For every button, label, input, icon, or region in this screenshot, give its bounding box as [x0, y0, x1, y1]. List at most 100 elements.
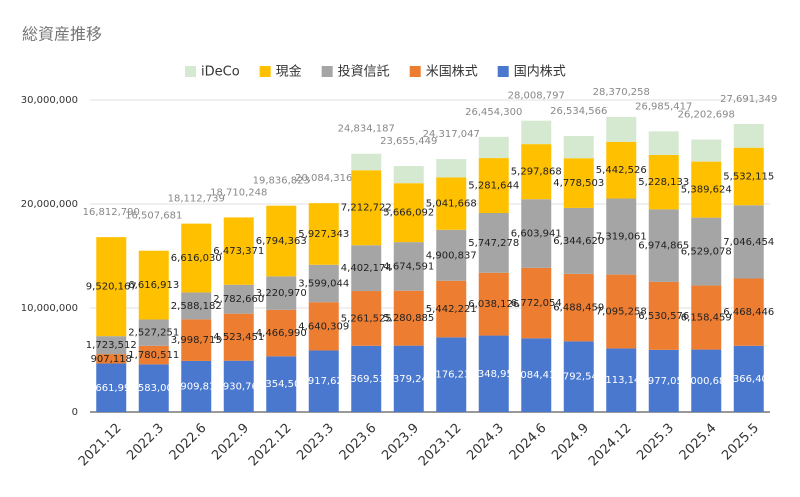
bar-segment [436, 229, 467, 281]
bar-segment [691, 349, 722, 412]
data-label: 6,974,865 [638, 241, 689, 252]
total-label: 18,710,248 [210, 187, 267, 198]
bar-segment [181, 360, 212, 412]
data-label: 6,158,459 [681, 313, 732, 324]
data-label: 4,583,000 [128, 383, 179, 394]
data-label: 5,261,525 [341, 313, 392, 324]
chart-title: 総資産推移 [22, 25, 102, 44]
legend-swatch [321, 66, 333, 77]
data-label: 6,344,620 [553, 236, 604, 247]
data-label: 2,782,660 [213, 294, 264, 305]
bar-segment [521, 120, 552, 145]
bar-segment [648, 155, 679, 210]
data-label: 4,909,810 [171, 381, 222, 392]
data-label: 9,520,167 [86, 282, 137, 293]
bar-segment [733, 278, 764, 346]
bar-segment [478, 213, 509, 273]
data-label: 4,466,990 [256, 328, 307, 339]
y-tick-label: 0 [72, 407, 78, 418]
data-label: 907,118 [91, 354, 132, 365]
data-label: 4,900,837 [426, 250, 477, 261]
bar-segment [223, 217, 254, 285]
bar-segment [138, 319, 169, 346]
total-label: 28,008,797 [508, 91, 565, 102]
bar-segment [393, 183, 424, 243]
total-label: 27,691,349 [720, 94, 777, 105]
bar-segment [563, 341, 594, 412]
data-label: 5,041,668 [426, 199, 477, 210]
bar-segment [96, 336, 127, 355]
bar-segment [436, 177, 467, 230]
bar-segment [393, 242, 424, 291]
total-label: 18,112,739 [168, 194, 225, 205]
bar-segment [308, 264, 339, 303]
y-tick-label: 20,000,000 [21, 199, 78, 210]
data-label: 5,228,133 [638, 177, 689, 188]
total-label: 28,370,258 [593, 87, 650, 98]
data-label: 6,468,446 [723, 307, 774, 318]
bar-segment [606, 274, 637, 349]
bar-segment [648, 131, 679, 156]
bar-segment [181, 319, 212, 361]
data-label: 1,780,511 [128, 350, 179, 361]
data-label: 5,297,868 [511, 167, 562, 178]
bar-segment [478, 335, 509, 412]
legend-label: 投資信託 [338, 64, 390, 80]
bar-segment [181, 292, 212, 320]
bar-segment [223, 284, 254, 314]
bar-segment [521, 199, 552, 268]
total-label: 26,534,566 [550, 106, 607, 117]
legend-label: 米国株式 [426, 65, 478, 80]
data-label: 5,927,343 [298, 229, 349, 240]
data-label: 5,354,500 [256, 379, 307, 390]
legend-swatch [185, 66, 196, 77]
data-label: 6,616,913 [128, 280, 179, 291]
data-label: 7,212,722 [341, 203, 392, 214]
total-label: 24,834,187 [338, 124, 395, 135]
bar-segment [96, 363, 127, 412]
bar-segment [691, 161, 722, 218]
bar-segment [436, 337, 467, 412]
bar-segment [96, 237, 127, 337]
bar-segment [393, 165, 424, 184]
data-label: 6,603,941 [511, 229, 562, 240]
data-label: 6,000,680 [681, 376, 732, 387]
bar-segment [606, 141, 637, 199]
bar-segment [648, 349, 679, 412]
data-label: 5,666,092 [383, 208, 434, 219]
data-label: 5,532,115 [723, 171, 774, 182]
bar-segment [266, 356, 297, 412]
data-label: 6,772,054 [511, 298, 562, 309]
bar-segment [266, 276, 297, 310]
data-label: 7,084,416 [511, 370, 562, 381]
data-label: 2,588,182 [171, 301, 222, 312]
data-label: 6,369,536 [341, 374, 392, 385]
bar-segment [138, 364, 169, 412]
bar-segment [138, 250, 169, 320]
y-tick-label: 10,000,000 [21, 303, 78, 314]
y-tick-label: 30,000,000 [21, 95, 78, 106]
bar-segment [138, 345, 169, 365]
data-label: 6,616,030 [171, 253, 222, 264]
data-label: 7,046,454 [723, 237, 774, 248]
data-label: 4,778,503 [553, 178, 604, 189]
bar-segment [521, 144, 552, 200]
total-label: 26,202,698 [678, 109, 735, 120]
bar-segment [733, 205, 764, 279]
bar-segment [223, 313, 254, 361]
bar-segment [478, 272, 509, 336]
bar-segment [266, 205, 297, 277]
bar-segment [648, 209, 679, 282]
data-label: 6,530,576 [638, 311, 689, 322]
data-label: 4,402,174 [341, 263, 392, 274]
total-label: 26,454,300 [465, 107, 522, 118]
data-label: 3,220,970 [256, 288, 307, 299]
data-label: 6,794,363 [256, 236, 307, 247]
bar-segment [733, 147, 764, 206]
data-label: 5,442,221 [426, 304, 477, 315]
data-label: 4,674,591 [383, 261, 434, 272]
bar-segment [691, 285, 722, 350]
data-label: 4,930,760 [213, 381, 264, 392]
total-label: 20,084,316 [295, 173, 352, 184]
bar-segment [563, 136, 594, 159]
